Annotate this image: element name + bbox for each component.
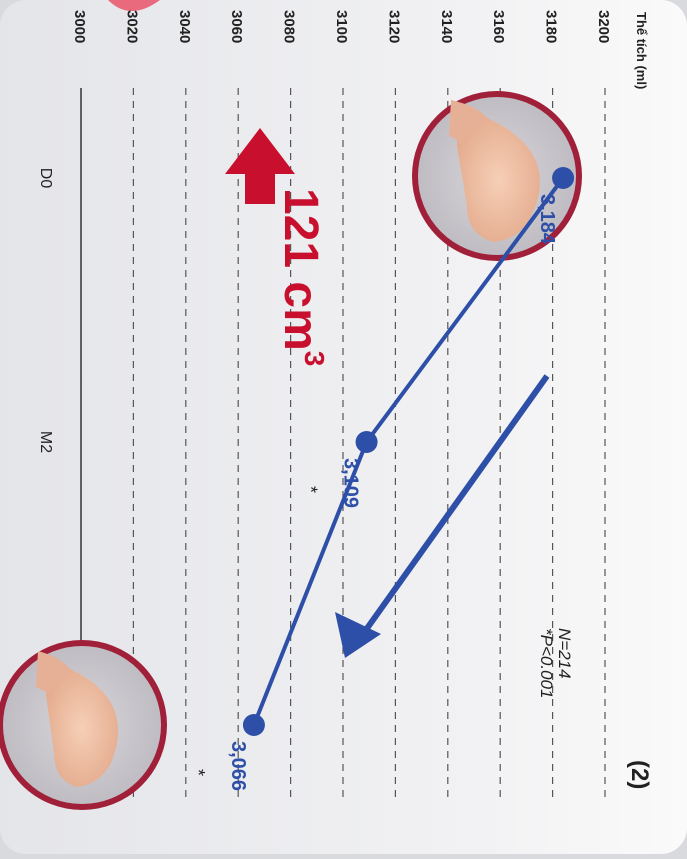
y-tick-label: 3100 [333, 10, 350, 43]
x-tick-label: D0 [37, 168, 54, 189]
foot-illustration-after [0, 640, 167, 810]
data-label: 3,184 [536, 194, 558, 245]
p-annotation: *P<0.001 [537, 628, 556, 698]
y-tick-label: 3080 [281, 10, 298, 43]
reduction-label: 121 cm3 [274, 188, 330, 366]
panel-number: (2) [626, 760, 653, 789]
y-tick-label: 3160 [490, 10, 507, 43]
y-tick-label: 3180 [543, 10, 560, 43]
reduction-callout: 121 cm3 [225, 128, 330, 366]
y-tick-label: 3120 [385, 10, 402, 43]
y-tick-label: 3200 [595, 10, 612, 43]
y-axis-title: Thể tích (ml) [634, 12, 649, 89]
corner-decoration [108, 0, 160, 11]
foot-illustration-before [412, 91, 582, 261]
data-label: 3,109 [340, 458, 362, 508]
significance-star: * [301, 486, 321, 493]
y-tick-label: 3040 [176, 10, 193, 43]
data-point [552, 167, 575, 189]
significance-star: * [188, 769, 208, 776]
data-point [242, 714, 265, 736]
data-label: 3,066 [227, 741, 249, 791]
trend-arrow [335, 374, 550, 658]
reduction-arrow-shaft [245, 174, 275, 204]
x-tick-label: M2 [37, 431, 54, 453]
y-tick-label: 3020 [123, 10, 140, 43]
y-tick-label: 3000 [71, 10, 88, 43]
reduction-arrow-icon [225, 128, 295, 174]
y-tick-label: 3060 [228, 10, 245, 43]
data-point [355, 431, 378, 453]
n-annotation: N=214 [555, 628, 574, 679]
y-tick-label: 3140 [438, 10, 455, 43]
